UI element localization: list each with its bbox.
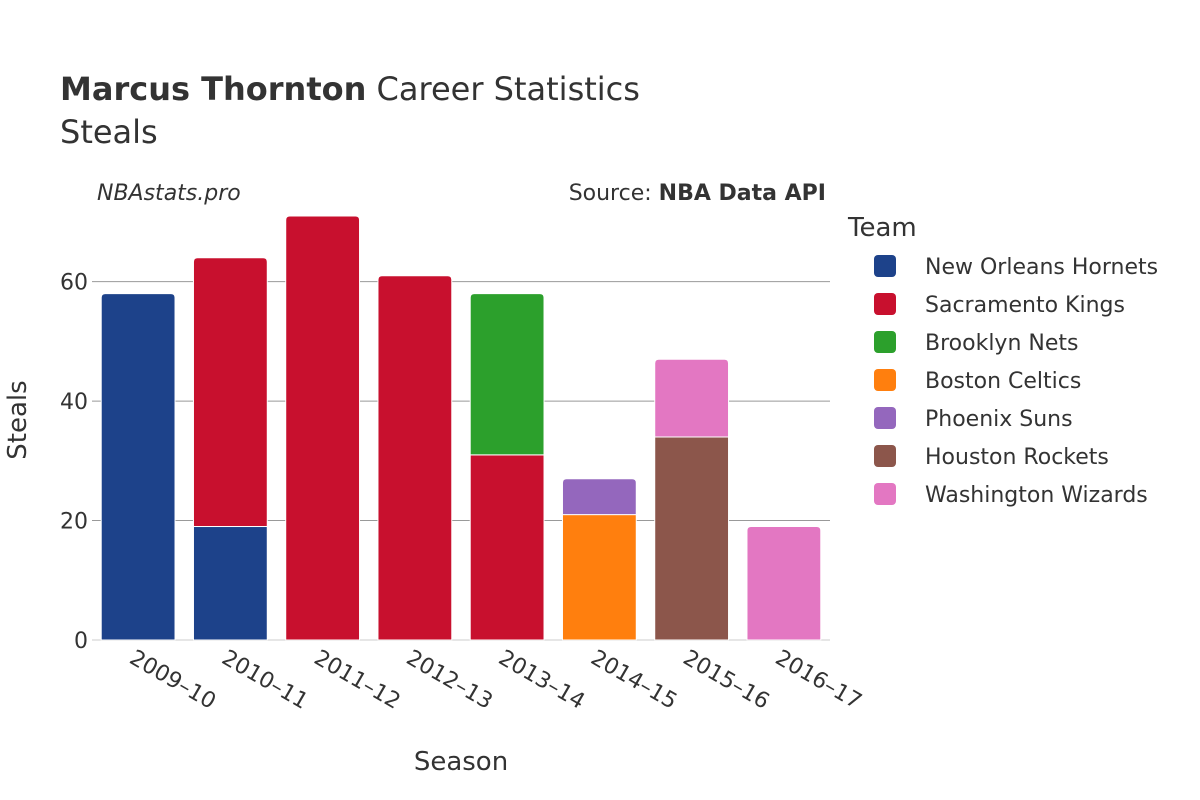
chart-subtitle: Steals: [60, 113, 158, 151]
y-tick-label: 40: [60, 390, 88, 415]
bar-segment: [377, 275, 453, 641]
source-label: Source: NBA Data API: [569, 181, 826, 206]
chart-title-rest: Career Statistics: [366, 70, 640, 108]
bar-segment: [469, 293, 545, 456]
legend-swatch: [874, 369, 896, 391]
chart-title: Marcus Thornton Career Statistics: [60, 70, 640, 108]
legend-item-label: Boston Celtics: [925, 369, 1081, 394]
bar-segment: [746, 526, 822, 641]
x-tick-label: 2013–14: [494, 646, 589, 715]
bars: [100, 215, 822, 641]
bar-segment: [654, 358, 730, 438]
legend-swatch: [874, 331, 896, 353]
legend-swatch: [874, 407, 896, 429]
legend-title: Team: [847, 213, 917, 243]
legend-swatch: [874, 445, 896, 467]
watermark: NBAstats.pro: [97, 181, 241, 206]
legend-item-label: Washington Wizards: [925, 483, 1148, 508]
x-axis-title: Season: [414, 747, 508, 777]
x-tick-label: 2012–13: [402, 646, 497, 715]
bar-segment: [192, 526, 268, 641]
bar-segment: [654, 436, 730, 641]
x-tick-label: 2011–12: [310, 646, 405, 715]
x-tick-label: 2014–15: [586, 646, 681, 715]
y-tick-label: 60: [60, 271, 88, 296]
legend: Team New Orleans Hornets Sacramento Kings…: [847, 213, 1158, 508]
legend-swatch: [874, 255, 896, 277]
bar-segment: [469, 454, 545, 641]
y-axis-title: Steals: [3, 380, 33, 459]
y-tick-label: 0: [74, 629, 88, 654]
source-prefix: Source:: [569, 181, 659, 206]
y-tick-label: 20: [60, 510, 88, 535]
x-axis-ticks: 2009–102010–112011–122012–132013–142014–…: [125, 646, 866, 715]
source-name: NBA Data API: [659, 181, 826, 206]
x-tick-label: 2009–10: [125, 646, 220, 715]
legend-item-label: Sacramento Kings: [925, 293, 1125, 318]
bar-segment: [100, 293, 176, 641]
x-tick-label: 2010–11: [217, 646, 312, 715]
legend-item-label: Brooklyn Nets: [925, 331, 1078, 356]
bar-segment: [192, 257, 268, 528]
legend-swatch: [874, 483, 896, 505]
bar-segment: [561, 514, 637, 641]
x-tick-label: 2015–16: [679, 646, 774, 715]
legend-item-label: Phoenix Suns: [925, 407, 1073, 432]
x-tick-label: 2016–17: [771, 646, 866, 715]
chart-title-player: Marcus Thornton: [60, 70, 366, 108]
bar-segment: [561, 478, 637, 516]
legend-item-label: Houston Rockets: [925, 445, 1109, 470]
legend-item-label: New Orleans Hornets: [925, 255, 1158, 280]
bar-segment: [285, 215, 361, 641]
legend-swatch: [874, 293, 896, 315]
y-axis-ticks: 0 20 40 60: [60, 271, 88, 654]
